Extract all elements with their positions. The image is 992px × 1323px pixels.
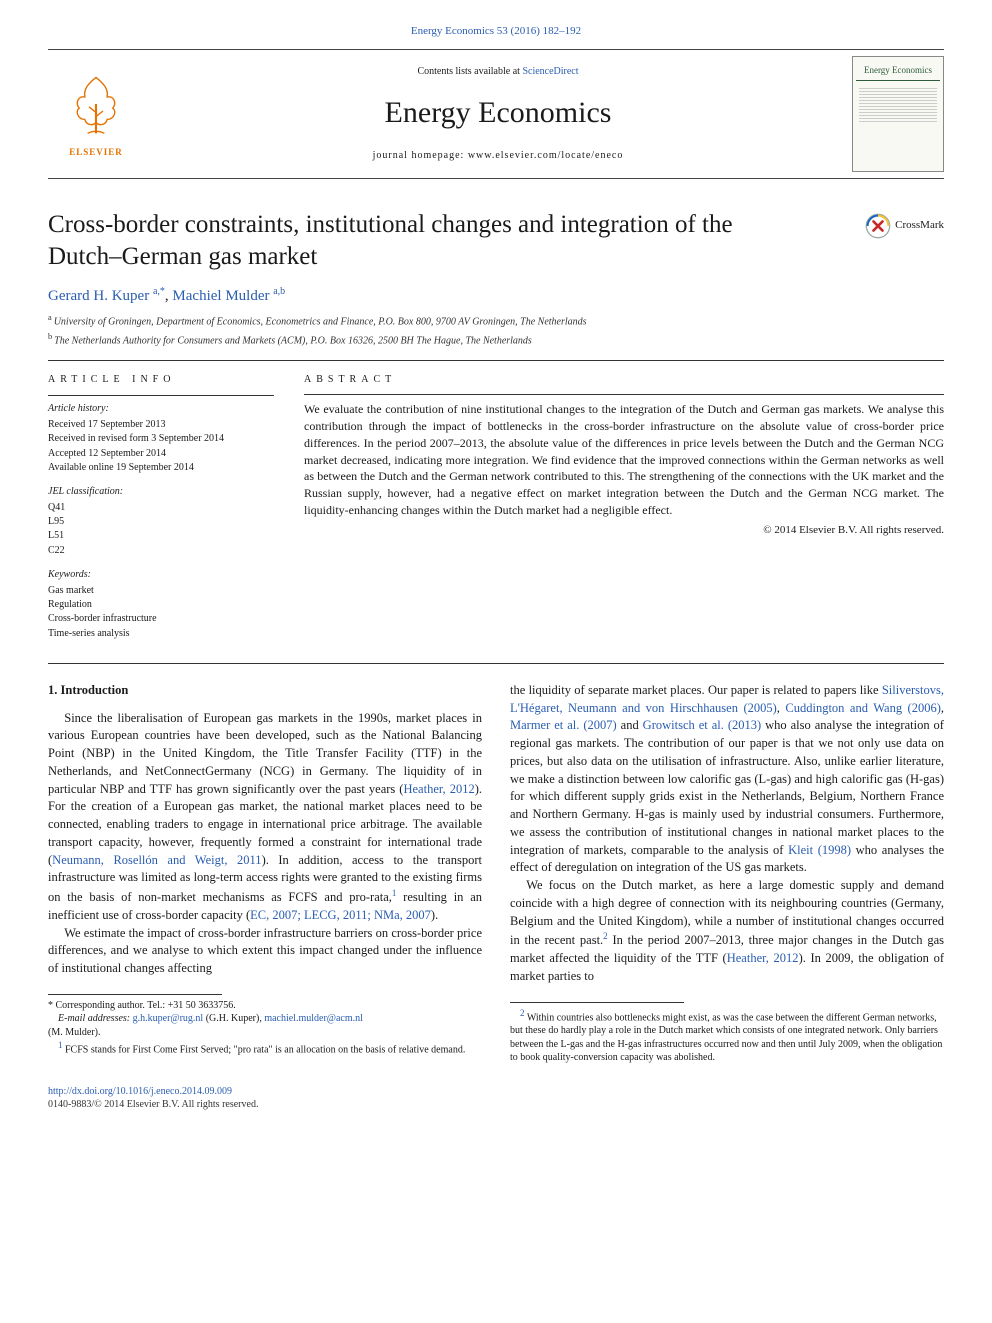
- footnote-1: 1 FCFS stands for First Come First Serve…: [48, 1039, 482, 1057]
- article-title: Cross-border constraints, institutional …: [48, 209, 808, 273]
- email-who: (G.H. Kuper),: [203, 1013, 264, 1024]
- doi-link[interactable]: http://dx.doi.org/10.1016/j.eneco.2014.0…: [48, 1086, 232, 1097]
- jel-title: JEL classification:: [48, 485, 274, 499]
- divider: [48, 663, 944, 664]
- jel-code: L51: [48, 529, 274, 543]
- affil-b-sup: b: [48, 332, 52, 341]
- body-paragraph: the liquidity of separate market places.…: [510, 682, 944, 877]
- email-link[interactable]: g.h.kuper@rug.nl: [133, 1013, 204, 1024]
- author-2-affil-sup: a,b: [273, 286, 285, 297]
- corresponding-author-note: * Corresponding author. Tel.: +31 50 363…: [48, 999, 482, 1013]
- publisher-name: ELSEVIER: [48, 146, 144, 158]
- keyword: Regulation: [48, 598, 274, 612]
- jel-code: L95: [48, 515, 274, 529]
- footnotes-right: 2 Within countries also bottlenecks migh…: [510, 1007, 944, 1065]
- abstract-block: abstract We evaluate the contribution of…: [304, 373, 944, 651]
- citation-link[interactable]: Kleit (1998): [788, 843, 851, 857]
- homepage-prefix: journal homepage:: [373, 150, 468, 161]
- keyword: Gas market: [48, 584, 274, 598]
- keyword: Time-series analysis: [48, 627, 274, 641]
- abstract-text: We evaluate the contribution of nine ins…: [304, 401, 944, 519]
- crossmark-badge[interactable]: CrossMark: [865, 213, 944, 239]
- sciencedirect-link[interactable]: ScienceDirect: [522, 66, 578, 77]
- contents-available-line: Contents lists available at ScienceDirec…: [144, 65, 852, 79]
- footnote-2-text: Within countries also bottlenecks might …: [510, 1012, 942, 1064]
- affil-a-text: University of Groningen, Department of E…: [54, 316, 587, 327]
- elsevier-tree-icon: [61, 69, 131, 139]
- email-who-2: (M. Mulder).: [48, 1026, 482, 1040]
- crossmark-icon: [865, 213, 891, 239]
- cover-title: Energy Economics: [856, 60, 940, 81]
- authors-line: Gerard H. Kuper a,*, Machiel Mulder a,b: [48, 285, 944, 306]
- keywords-title: Keywords:: [48, 568, 274, 582]
- body-text: ,: [941, 701, 944, 715]
- history-accepted: Accepted 12 September 2014: [48, 447, 274, 461]
- citation-link[interactable]: Neumann, Rosellón and Weigt, 2011: [52, 853, 261, 867]
- journal-homepage-line: journal homepage: www.elsevier.com/locat…: [144, 149, 852, 163]
- body-paragraph: Since the liberalisation of European gas…: [48, 710, 482, 925]
- footnote-divider: [48, 994, 222, 995]
- contents-prefix: Contents lists available at: [417, 66, 522, 77]
- issn-copyright-line: 0140-9883/© 2014 Elsevier B.V. All right…: [48, 1099, 258, 1110]
- elsevier-logo: ELSEVIER: [48, 69, 144, 158]
- email-link[interactable]: machiel.mulder@acm.nl: [264, 1013, 363, 1024]
- body-text: ).: [431, 908, 438, 922]
- citation-link[interactable]: EC, 2007; LECG, 2011; NMa, 2007: [250, 908, 431, 922]
- article-history-title: Article history:: [48, 402, 274, 416]
- email-addresses-line: E-mail addresses: g.h.kuper@rug.nl (G.H.…: [48, 1012, 482, 1026]
- history-received: Received 17 September 2013: [48, 418, 274, 432]
- citation-link[interactable]: Heather, 2012: [727, 951, 799, 965]
- email-label: E-mail addresses:: [58, 1013, 133, 1024]
- affil-a-sup: a: [48, 313, 52, 322]
- footnote-1-mark: 1: [58, 1040, 63, 1050]
- citation-link[interactable]: Growitsch et al. (2013): [643, 718, 761, 732]
- affiliation-b: bThe Netherlands Authority for Consumers…: [48, 331, 944, 348]
- section-1-heading: 1. Introduction: [48, 682, 482, 700]
- body-text: who also analyse the integration of regi…: [510, 718, 944, 856]
- homepage-url[interactable]: www.elsevier.com/locate/eneco: [468, 150, 624, 161]
- divider: [48, 360, 944, 361]
- journal-name: Energy Economics: [144, 93, 852, 134]
- history-revised: Received in revised form 3 September 201…: [48, 432, 274, 446]
- article-info-sidebar: article info Article history: Received 1…: [48, 373, 274, 651]
- footnote-divider: [510, 1002, 684, 1003]
- jel-code: C22: [48, 544, 274, 558]
- citation-link[interactable]: Marmer et al. (2007): [510, 718, 617, 732]
- page-footer: http://dx.doi.org/10.1016/j.eneco.2014.0…: [48, 1085, 944, 1112]
- author-1-name[interactable]: Gerard H. Kuper: [48, 288, 153, 304]
- author-1-affil-sup: a,: [153, 286, 160, 297]
- article-body: 1. Introduction Since the liberalisation…: [48, 682, 944, 1065]
- body-text: the liquidity of separate market places.…: [510, 683, 882, 697]
- footnote-2-mark: 2: [520, 1008, 525, 1018]
- body-text: and: [617, 718, 643, 732]
- body-text: We estimate the impact of cross-border i…: [48, 926, 482, 976]
- history-online: Available online 19 September 2014: [48, 461, 274, 475]
- crossmark-label: CrossMark: [895, 218, 944, 233]
- footnote-2: 2 Within countries also bottlenecks migh…: [510, 1007, 944, 1065]
- body-paragraph: We focus on the Dutch market, as here a …: [510, 877, 944, 986]
- citation-link[interactable]: Cuddington and Wang (2006): [785, 701, 941, 715]
- journal-cover-thumbnail: Energy Economics: [852, 56, 944, 172]
- footnote-1-text: FCFS stands for First Come First Served;…: [65, 1045, 465, 1056]
- affil-b-text: The Netherlands Authority for Consumers …: [54, 335, 532, 346]
- body-paragraph: We estimate the impact of cross-border i…: [48, 925, 482, 978]
- keyword: Cross-border infrastructure: [48, 612, 274, 626]
- article-info-heading: article info: [48, 373, 274, 387]
- journal-issue-ref: Energy Economics 53 (2016) 182–192: [48, 24, 944, 39]
- author-2-name[interactable]: Machiel Mulder: [172, 288, 273, 304]
- abstract-copyright: © 2014 Elsevier B.V. All rights reserved…: [304, 523, 944, 538]
- abstract-heading: abstract: [304, 373, 944, 387]
- affiliation-a: aUniversity of Groningen, Department of …: [48, 312, 944, 329]
- footnotes-left: * Corresponding author. Tel.: +31 50 363…: [48, 999, 482, 1057]
- masthead: ELSEVIER Contents lists available at Sci…: [48, 49, 944, 179]
- jel-code: Q41: [48, 501, 274, 515]
- citation-link[interactable]: Heather, 2012: [403, 782, 474, 796]
